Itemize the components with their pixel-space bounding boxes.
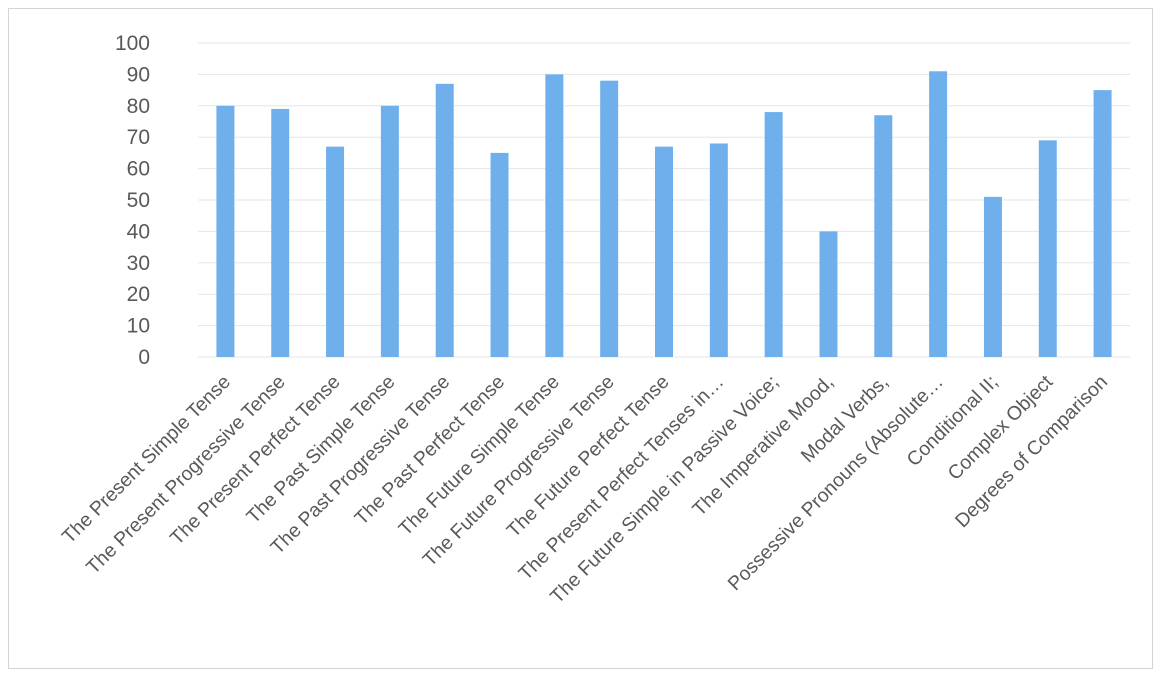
y-tick-label: 100: [115, 32, 150, 55]
bar: [655, 146, 673, 357]
y-tick-label: 90: [127, 63, 150, 86]
gridlines: [198, 42, 1130, 358]
y-tick-label: 70: [127, 126, 150, 149]
y-tick-label: 40: [127, 220, 150, 243]
bar: [216, 105, 235, 357]
y-tick-label: 80: [127, 95, 150, 118]
bar: [600, 80, 619, 358]
bar: [435, 83, 454, 357]
bar: [1038, 140, 1057, 357]
bars: [216, 71, 1112, 358]
x-category-label: The Present Progressive Tense: [82, 371, 290, 579]
bar: [326, 146, 345, 357]
bar: [874, 115, 893, 357]
bar: [545, 74, 564, 358]
y-tick-label: 10: [127, 315, 150, 338]
bar: [1093, 90, 1112, 357]
y-tick-label: 0: [138, 346, 150, 369]
y-tick-label: 20: [127, 283, 150, 306]
bar: [819, 231, 838, 357]
y-tick-label: 60: [127, 158, 150, 181]
bar: [764, 112, 783, 357]
bar: [709, 143, 728, 357]
bar: [929, 71, 948, 357]
bar: [983, 196, 1002, 357]
bar: [490, 152, 509, 357]
y-axis-tick-labels: 0 10 20 30 40 50 60 70 80 90 100: [115, 32, 150, 369]
y-tick-label: 50: [127, 189, 150, 212]
y-tick-label: 30: [127, 252, 150, 275]
bar: [380, 105, 399, 357]
chart-frame: [8, 8, 1153, 669]
bar: [271, 108, 290, 357]
